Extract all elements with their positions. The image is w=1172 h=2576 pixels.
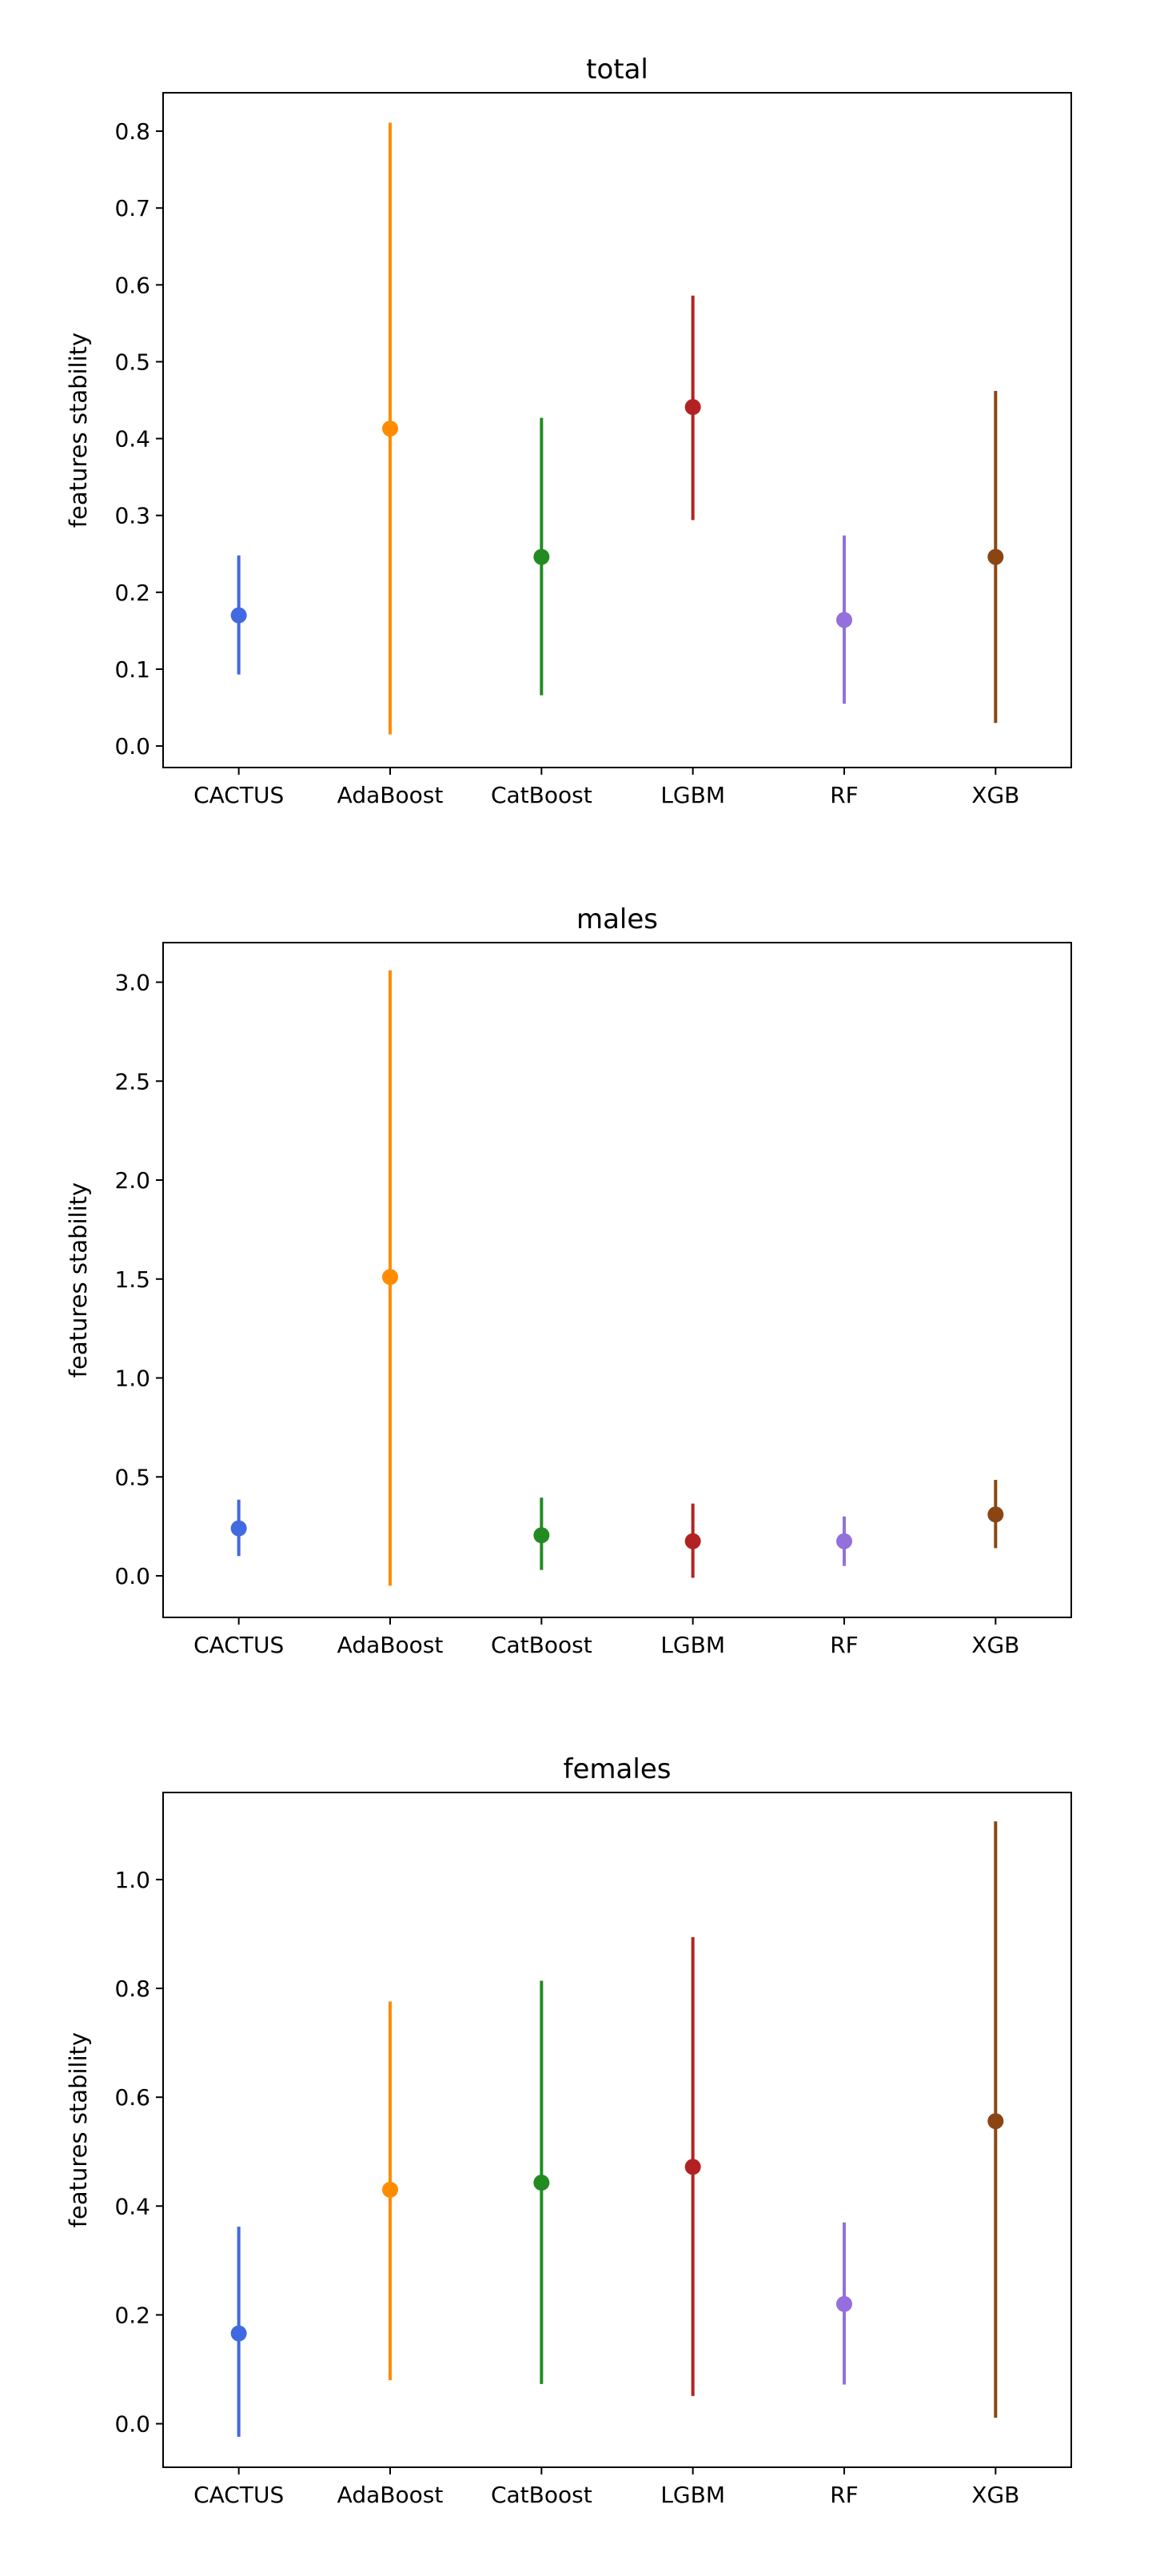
chart-title: total	[586, 54, 648, 86]
chart-panel-total: total features stability 0.0 0.1 0.2 0.3 0.4 0.…	[65, 54, 1072, 808]
y-tick-label: 0.8	[114, 118, 150, 145]
y-tick-label: 1.0	[114, 1366, 150, 1392]
x-tick-label: LGBM	[660, 782, 725, 808]
y-tick-label: 0.3	[114, 503, 150, 529]
y-tick-label: 0.5	[114, 349, 150, 375]
point-CACTUS	[230, 2325, 247, 2342]
x-tick-label: XGB	[971, 782, 1019, 808]
point-CatBoost	[533, 548, 550, 565]
plot-frame	[162, 92, 1072, 768]
y-tick-label: 1.0	[114, 1867, 150, 1893]
y-tick-label: 0.0	[114, 2411, 150, 2438]
y-tick-label: 0.8	[114, 1976, 150, 2002]
y-axis-label: features stability	[65, 1182, 92, 1378]
x-tick-label: LGBM	[660, 2482, 725, 2508]
x-tick-label: CACTUS	[193, 782, 284, 808]
x-tick-label: CatBoost	[491, 1632, 592, 1658]
point-XGB	[987, 1506, 1004, 1523]
y-tick-label: 0.2	[114, 580, 150, 606]
x-tick-label: RF	[830, 2482, 859, 2508]
y-tick-label: 0.4	[114, 426, 150, 453]
chart-panel-females: females features stability 0.0 0.2 0.4 0.6 0.8…	[65, 1753, 1072, 2508]
point-LGBM	[684, 399, 701, 416]
x-tick-label: AdaBoost	[337, 1632, 444, 1658]
x-tick-label: AdaBoost	[337, 782, 444, 808]
y-tick-label: 0.6	[114, 2084, 150, 2111]
x-tick-label: XGB	[971, 1632, 1019, 1658]
x-tick-label: RF	[830, 782, 859, 808]
point-CACTUS	[230, 607, 247, 624]
point-AdaBoost	[382, 2181, 398, 2198]
y-axis-label: features stability	[65, 2032, 92, 2227]
x-tick-label: XGB	[971, 2482, 1019, 2508]
point-XGB	[987, 548, 1004, 565]
point-CatBoost	[533, 2175, 550, 2191]
point-XGB	[987, 2113, 1004, 2130]
x-tick-label: AdaBoost	[337, 2482, 444, 2508]
point-LGBM	[684, 1533, 701, 1549]
y-tick-label: 0.0	[114, 733, 150, 760]
point-RF	[836, 1533, 852, 1549]
y-tick-label: 1.5	[114, 1266, 150, 1293]
plot-frame	[162, 942, 1072, 1618]
y-tick-label: 0.5	[114, 1464, 150, 1490]
y-tick-label: 0.1	[114, 656, 150, 683]
point-CatBoost	[533, 1527, 550, 1544]
x-tick-label: CatBoost	[491, 2482, 592, 2508]
chart-panel-males: males features stability 0.0 0.5 1.0 1.5 2.0 2.…	[65, 903, 1072, 1658]
y-tick-label: 2.0	[114, 1167, 150, 1194]
x-tick-label: LGBM	[660, 1632, 725, 1658]
chart-title: males	[576, 903, 658, 935]
x-tick-label: RF	[830, 1632, 859, 1658]
point-RF	[836, 2295, 852, 2312]
y-tick-label: 0.7	[114, 195, 150, 221]
y-tick-label: 3.0	[114, 970, 150, 996]
x-tick-label: CACTUS	[193, 1632, 284, 1658]
point-CACTUS	[230, 1520, 247, 1537]
point-RF	[836, 612, 852, 628]
x-tick-label: CatBoost	[491, 782, 592, 808]
plot-frame	[162, 1792, 1072, 2468]
y-tick-label: 0.2	[114, 2302, 150, 2328]
point-AdaBoost	[382, 421, 398, 437]
point-AdaBoost	[382, 1269, 398, 1286]
y-tick-label: 0.0	[114, 1563, 150, 1589]
y-axis-label: features stability	[65, 333, 92, 528]
y-tick-label: 0.6	[114, 272, 150, 298]
point-LGBM	[684, 2159, 701, 2175]
x-tick-label: CACTUS	[193, 2482, 284, 2508]
chart-title: females	[564, 1753, 672, 1785]
y-tick-label: 0.4	[114, 2193, 150, 2219]
y-tick-label: 2.5	[114, 1068, 150, 1095]
